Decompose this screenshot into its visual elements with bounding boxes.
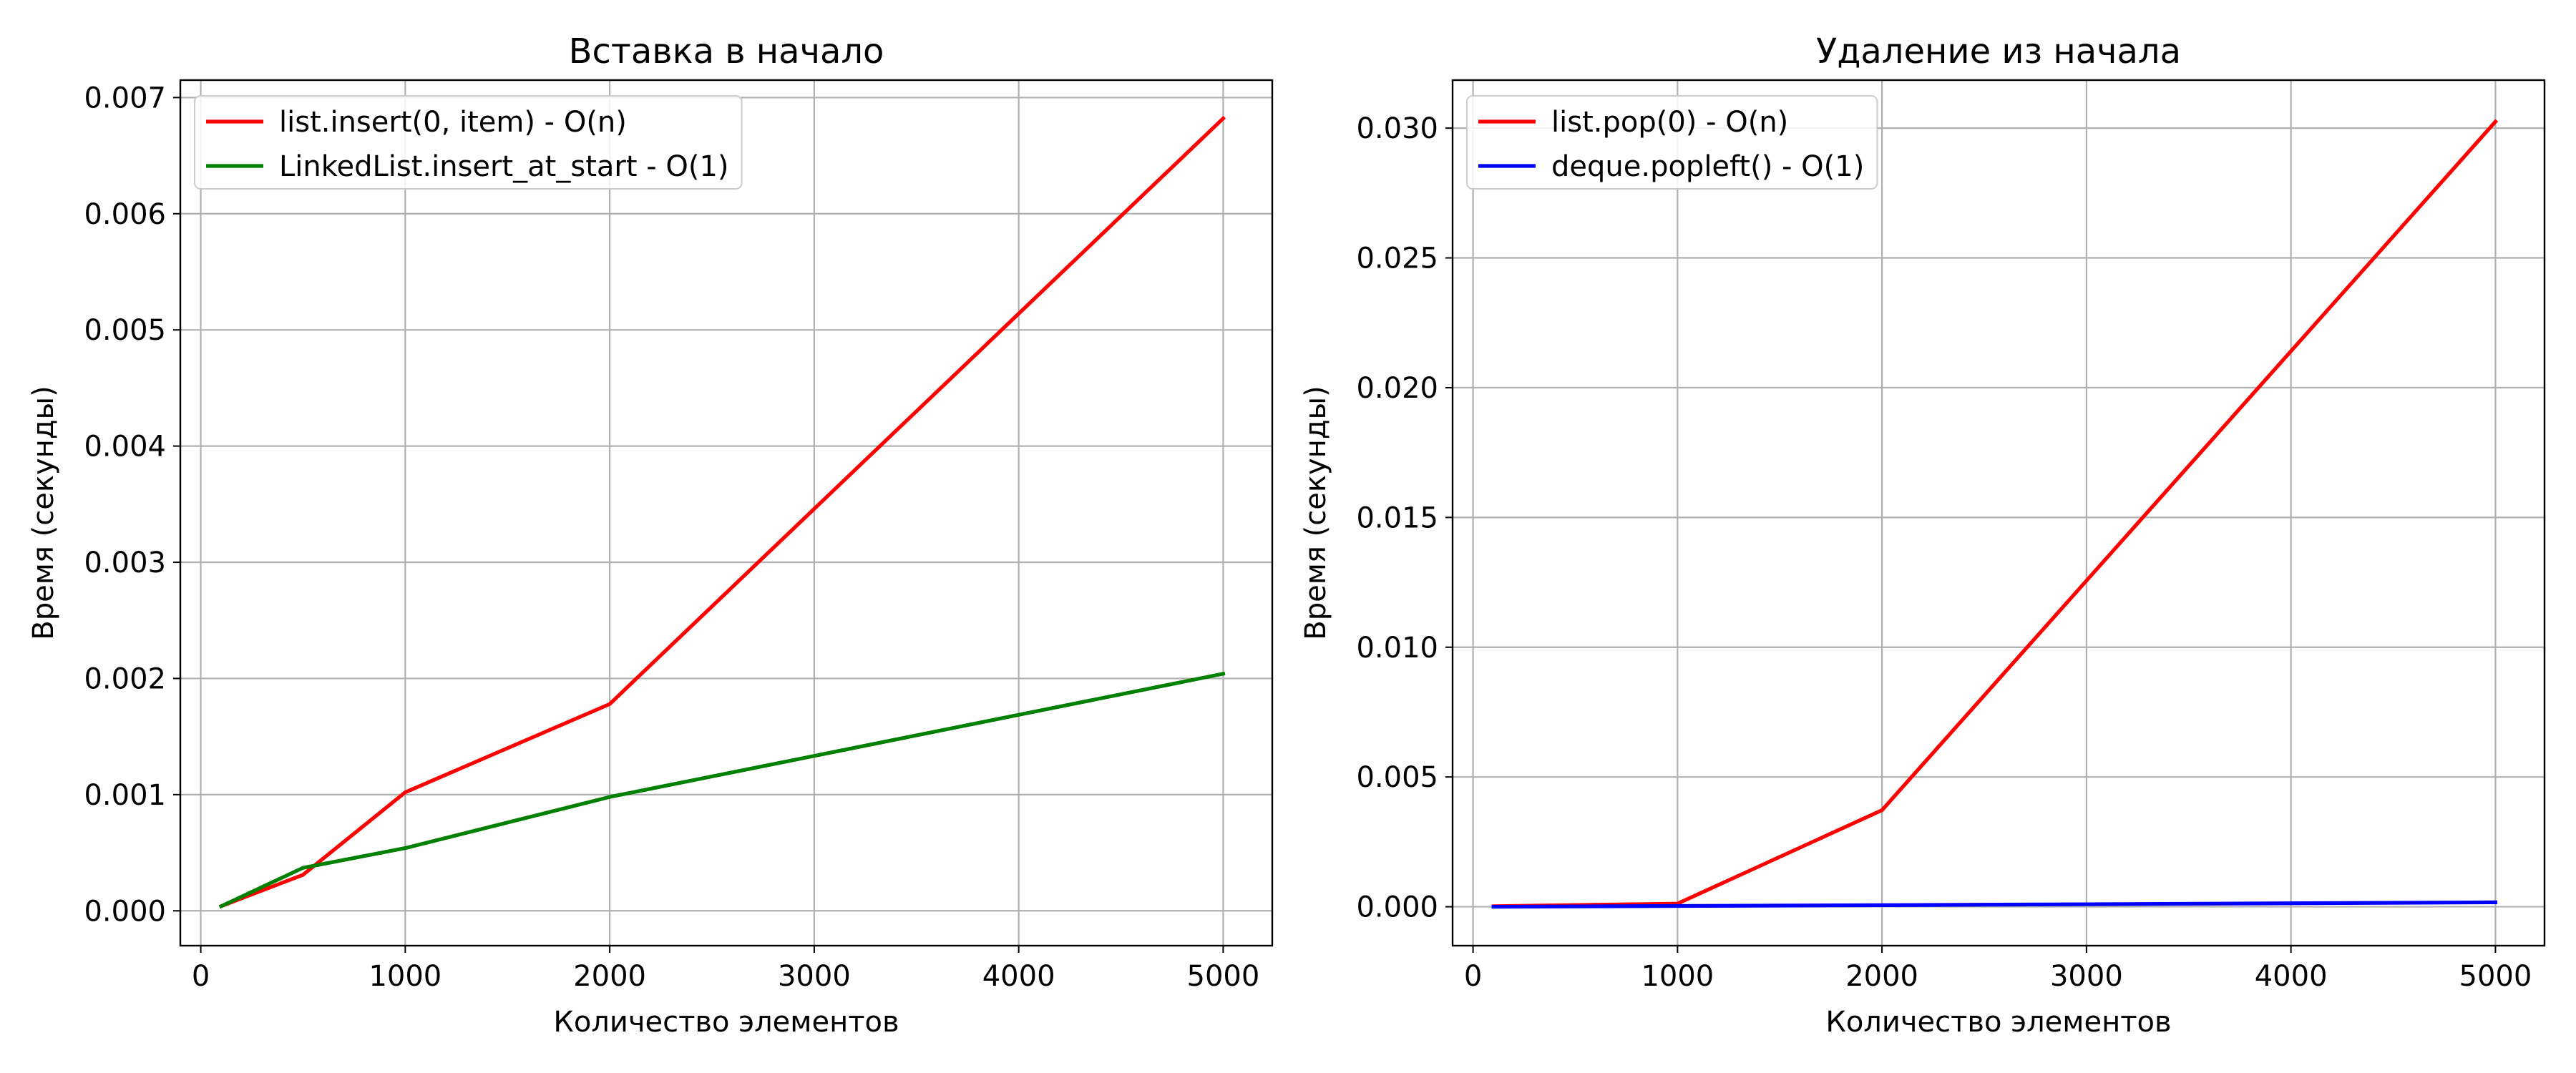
axes-frame bbox=[179, 79, 1274, 947]
legend: list.insert(0, item) - O(n) LinkedList.in… bbox=[194, 95, 743, 190]
x-tick-label: 2000 bbox=[573, 960, 646, 993]
x-axis-label: Количество элементов bbox=[553, 1006, 899, 1039]
legend-label-1: list.pop(0) - O(n) bbox=[1551, 106, 1788, 139]
y-tick-label: 0.003 bbox=[84, 547, 166, 579]
y-tick-label: 0.005 bbox=[1356, 761, 1438, 794]
x-tick-label: 3000 bbox=[2050, 960, 2123, 993]
x-tick-label: 4000 bbox=[982, 960, 1055, 993]
x-tick-label: 0 bbox=[192, 960, 210, 993]
x-tick-label: 2000 bbox=[1845, 960, 1918, 993]
y-tick-label: 0.030 bbox=[1356, 112, 1438, 145]
x-axis-label: Количество элементов bbox=[1825, 1006, 2171, 1039]
x-tick-label: 5000 bbox=[1187, 960, 1260, 993]
y-tick-label: 0.006 bbox=[84, 198, 166, 231]
y-tick-label: 0.000 bbox=[84, 895, 166, 928]
y-tick-label: 0.015 bbox=[1356, 501, 1438, 534]
legend-label-1: list.insert(0, item) - O(n) bbox=[279, 106, 627, 139]
y-axis-label: Время (секунды) bbox=[27, 386, 60, 640]
y-tick-label: 0.005 bbox=[84, 314, 166, 347]
y-tick-label: 0.001 bbox=[84, 779, 166, 812]
series-line-2 bbox=[1491, 900, 2498, 909]
legend-box bbox=[194, 95, 743, 190]
x-tick-label: 4000 bbox=[2255, 960, 2328, 993]
subplot-2: 0 1000 2000 3000 4000 5000 0.000 0.005 0.010 0.01… bbox=[1299, 31, 2546, 1039]
y-tick-label: 0.025 bbox=[1356, 242, 1438, 275]
subplot-1: 0 1000 2000 3000 4000 5000 0.000 0.001 0.002 0.00… bbox=[27, 31, 1274, 1039]
x-tick-label: 1000 bbox=[369, 960, 441, 993]
y-tick-label: 0.007 bbox=[84, 82, 166, 114]
y-tick-label: 0.004 bbox=[84, 431, 166, 464]
x-tick-label: 1000 bbox=[1641, 960, 1714, 993]
x-tick-label: 0 bbox=[1464, 960, 1482, 993]
chart-title: Вставка в начало bbox=[569, 31, 884, 72]
y-tick-label: 0.010 bbox=[1356, 632, 1438, 665]
legend-label-2: deque.popleft() - O(1) bbox=[1551, 150, 1864, 183]
y-tick-label: 0.002 bbox=[84, 662, 166, 695]
y-tick-label: 0.000 bbox=[1356, 891, 1438, 924]
legend: list.pop(0) - O(n) deque.popleft() - O(1) bbox=[1466, 95, 1878, 190]
x-tick-label: 3000 bbox=[778, 960, 851, 993]
series-line-1 bbox=[218, 115, 1226, 909]
y-tick-label: 0.020 bbox=[1356, 372, 1438, 405]
series-line-1 bbox=[1491, 119, 2499, 908]
series-line-2 bbox=[218, 671, 1226, 909]
chart-title: Удаление из начала bbox=[1816, 31, 2181, 72]
legend-label-2: LinkedList.insert_at_start - O(1) bbox=[279, 150, 729, 183]
axes-frame bbox=[1451, 79, 2546, 947]
y-axis-label: Время (секунды) bbox=[1299, 386, 1332, 640]
x-tick-label: 5000 bbox=[2459, 960, 2532, 993]
legend-box bbox=[1466, 95, 1878, 190]
